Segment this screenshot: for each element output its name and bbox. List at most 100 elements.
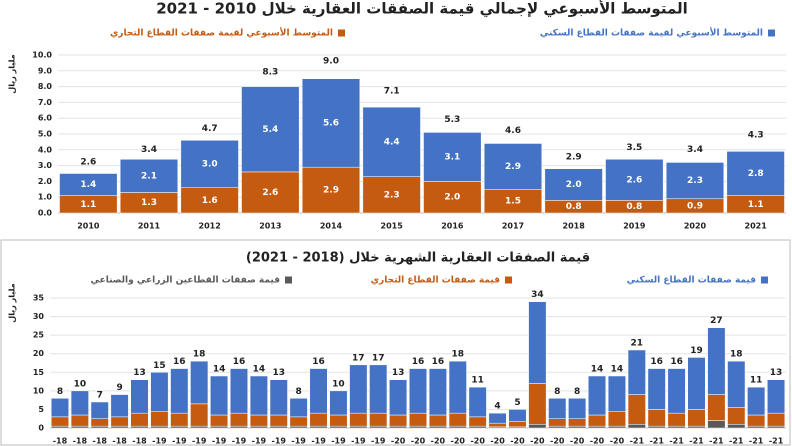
x-tick-label: -20 [530,437,545,446]
total-label: 9.0 [323,56,339,66]
total-label: 18 [730,350,743,360]
bar-segment [468,416,487,427]
total-label: 14 [611,365,624,375]
bar-segment [349,412,368,427]
bar-segment [408,425,428,429]
total-label: 18 [193,350,206,360]
bar-segment [747,414,766,427]
total-label: 34 [531,290,544,300]
bar-segment [170,425,189,429]
total-label: 11 [471,376,484,386]
x-tick-label: -20 [590,437,605,446]
y-tick-label: 0 [38,424,44,433]
total-label: 14 [253,365,266,375]
y-tick-label: 9.0 [38,66,53,75]
total-label: 27 [710,316,723,326]
legend-label: المتوسط الأسبوعي لقيمة صفقات القطاع التج… [110,27,333,39]
bar-segment [170,368,189,414]
bar-segment [130,425,149,429]
x-tick-label: 2014 [320,222,343,231]
bar-segment [130,379,149,414]
bar-segment [362,176,421,214]
bar-segment [301,166,361,214]
total-label: 2.9 [566,153,582,163]
bar-segment [349,425,368,429]
bar-segment [249,414,268,427]
total-label: 7 [97,391,103,401]
total-label: 16 [432,357,445,367]
total-label: 10 [74,379,87,389]
x-tick-label: -19 [272,437,287,446]
bar-segment [687,357,706,410]
bar-segment [389,379,408,416]
total-label: 3.5 [626,143,642,153]
y-tick-label: 10 [33,386,45,395]
bar-segment [687,409,706,427]
value-label: 2.9 [323,186,339,196]
value-label: 4.4 [384,137,400,147]
bar-segment [190,403,209,427]
bar-segment [767,425,786,429]
x-tick-label: -20 [470,437,485,446]
bar-segment [448,425,467,429]
y-tick-label: 5 [38,405,44,414]
bar-segment [408,368,428,414]
bar-segment [210,375,229,416]
legend-swatch [761,276,768,284]
bar-segment [180,140,239,188]
total-label: 2.6 [80,157,96,167]
bar-segment [269,414,288,427]
value-label: 5.6 [323,118,339,128]
bar-segment [289,425,308,429]
bar-segment [607,411,626,427]
bar-segment [229,412,248,427]
total-label: 4 [494,402,500,412]
bar-segment [249,375,268,416]
x-tick-label: -21 [649,437,664,446]
total-label: 4.7 [202,124,218,134]
bar-segment [170,412,189,427]
y-tick-label: 25 [33,331,45,340]
legend-label: قيمة صفقات القطاعين الزراعي والصناعي [91,276,281,286]
bar-segment [528,424,547,429]
value-label: 0.8 [566,202,582,212]
total-label: 4.3 [748,131,764,141]
bar-segment [627,424,646,429]
x-tick-label: -21 [709,437,724,446]
bar-segment [647,425,666,429]
x-tick-label: 2021 [745,222,768,231]
bar-segment [249,425,268,429]
bar-segment [329,425,348,429]
bar-segment [727,360,746,408]
x-tick-label: -19 [371,437,386,446]
total-label: 8 [574,387,580,397]
bar-segment [544,168,603,201]
bar-segment [329,414,348,427]
x-tick-label: -18 [73,437,88,446]
bar-segment [90,418,109,427]
total-label: 10 [332,379,345,389]
legend-swatch [285,276,292,284]
x-tick-label: 2012 [199,222,221,231]
bar-segment [568,418,587,427]
total-label: 5 [514,398,520,408]
bar-segment [588,414,607,427]
value-label: 2.6 [626,175,642,185]
y-tick-label: 2.0 [38,177,53,186]
total-label: 3.4 [687,145,703,155]
total-label: 13 [392,368,405,378]
bar-segment [548,425,567,429]
bar-segment [119,159,179,193]
bar-segment [309,425,328,429]
total-label: 4.6 [505,126,521,136]
bar-segment [50,416,69,427]
bar-segment [747,425,766,429]
total-label: 11 [750,376,763,386]
x-tick-label: -18 [112,437,127,446]
y-tick-label: 30 [33,312,45,321]
bar-segment [190,360,209,405]
value-label: 1.1 [748,200,764,210]
total-label: 15 [153,361,166,371]
bar-segment [568,398,587,419]
